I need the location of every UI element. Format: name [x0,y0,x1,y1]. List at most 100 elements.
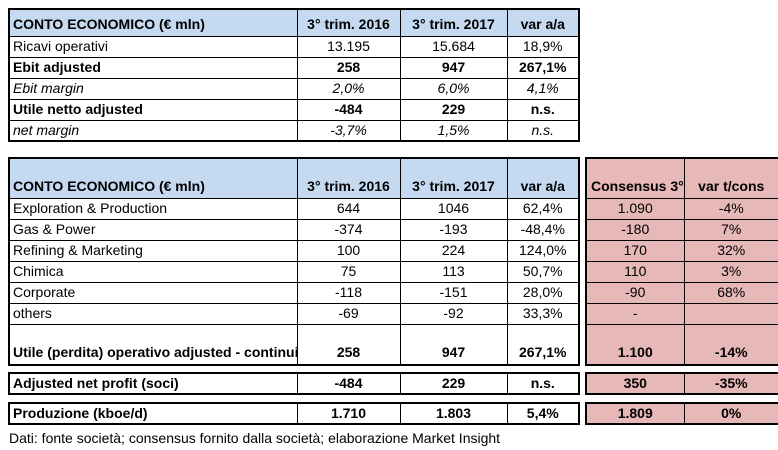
row-label: Ricavi operativi [8,35,298,58]
row-label: Produzione (kboe/d) [8,402,298,425]
table1-row-net-margin: net margin -3,7% 1,5% n.s. [8,119,580,142]
row-label: others [8,302,298,325]
table2-row-corporate: Corporate -118 -151 28,0% [8,281,580,304]
row-label: Chimica [8,260,298,283]
cell-var-yoy: 18,9% [506,35,580,58]
cell-var-yoy: 50,7% [506,260,580,283]
consensus-row-chimica: 110 3% [585,260,778,283]
cell-q3-2016: 644 [296,197,401,220]
cell-consensus: 1.809 [585,402,685,425]
consensus-row-gas-power: -180 7% [585,218,778,241]
cell-var-vs-consensus: 68% [683,281,778,304]
cell-consensus: 1.090 [585,197,685,220]
cell-q3-2016: -484 [296,372,401,395]
cell-var-vs-consensus: -14% [683,323,778,366]
consensus-row-adjusted-net-profit: 350 -35% [585,372,778,395]
cell-q3-2017: -151 [399,281,508,304]
cell-var-vs-consensus: 7% [683,218,778,241]
cell-var-yoy: n.s. [506,98,580,121]
cell-var-vs-consensus: 32% [683,239,778,262]
consensus-row-utile-operativo: 1.100 -14% [585,323,778,366]
consensus-row-corporate: -90 68% [585,281,778,304]
cell-var-yoy: 124,0% [506,239,580,262]
table1-col-var-yoy: var a/a [506,8,580,37]
cell-var-vs-consensus: -35% [683,372,778,395]
table2-row-others: others -69 -92 33,3% [8,302,580,325]
cell-var-yoy: 4,1% [506,77,580,100]
cell-q3-2017: -193 [399,218,508,241]
source-note: Dati: fonte società; consensus fornito d… [9,430,501,446]
col-consensus-q3-2017: Consensus 3° trim. 2017 [585,157,685,199]
cell-var-yoy: 33,3% [506,302,580,325]
row-label: Ebit margin [8,77,298,100]
cell-var-yoy: -48,4% [506,218,580,241]
consensus-row-others: - [585,302,778,325]
consensus-row-produzione: 1.809 0% [585,402,778,425]
cell-q3-2016: 258 [296,56,401,79]
consensus-header-row: Consensus 3° trim. 2017 var t/cons [585,157,778,199]
net-profit-consensus-table: 350 -35% [585,372,778,395]
table1-header-row: CONTO ECONOMICO (€ mln) 3° trim. 2016 3°… [8,8,580,37]
row-label: Ebit adjusted [8,56,298,79]
cell-q3-2017: 1.803 [399,402,508,425]
table2-title: CONTO ECONOMICO (€ mln) [8,157,298,199]
cell-q3-2017: -92 [399,302,508,325]
cell-var-yoy: 5,4% [506,402,580,425]
row-label: Utile netto adjusted [8,98,298,121]
consensus-row-refining-marketing: 170 32% [585,239,778,262]
table1-col-q3-2016: 3° trim. 2016 [296,8,401,37]
row-label: Exploration & Production [8,197,298,220]
cell-q3-2017: 1046 [399,197,508,220]
cell-q3-2016: -69 [296,302,401,325]
segments-consensus-table: Consensus 3° trim. 2017 var t/cons 1.090… [585,157,778,366]
cell-q3-2017: 224 [399,239,508,262]
cell-q3-2017: 113 [399,260,508,283]
cell-q3-2017: 15.684 [399,35,508,58]
cell-q3-2016: 13.195 [296,35,401,58]
cell-var-yoy: 62,4% [506,197,580,220]
production-table: Produzione (kboe/d) 1.710 1.803 5,4% [8,402,580,425]
cell-q3-2016: 1.710 [296,402,401,425]
cell-var-yoy: 267,1% [506,56,580,79]
net-profit-table: Adjusted net profit (soci) -484 229 n.s. [8,372,580,395]
row-label: net margin [8,119,298,142]
segments-section: CONTO ECONOMICO (€ mln) 3° trim. 2016 3°… [8,157,778,366]
cell-q3-2017: 947 [399,56,508,79]
row-label: Gas & Power [8,218,298,241]
cell-var-vs-consensus [683,302,778,325]
table1-row-utile-netto: Utile netto adjusted -484 229 n.s. [8,98,580,121]
cell-var-yoy: 28,0% [506,281,580,304]
table1-row-ricavi: Ricavi operativi 13.195 15.684 18,9% [8,35,580,58]
cell-q3-2016: -374 [296,218,401,241]
row-label: Refining & Marketing [8,239,298,262]
cell-var-vs-consensus: 0% [683,402,778,425]
cell-q3-2017: 1,5% [399,119,508,142]
table1-col-q3-2017: 3° trim. 2017 [399,8,508,37]
cell-q3-2016: -118 [296,281,401,304]
table2-row-chimica: Chimica 75 113 50,7% [8,260,580,283]
production-consensus-table: 1.809 0% [585,402,778,425]
cell-consensus: - [585,302,685,325]
production-section: Produzione (kboe/d) 1.710 1.803 5,4% 1.8… [8,402,778,425]
cell-var-yoy: 267,1% [506,323,580,366]
cell-var-vs-consensus: -4% [683,197,778,220]
net-profit-section: Adjusted net profit (soci) -484 229 n.s.… [8,372,778,395]
cell-q3-2016: 75 [296,260,401,283]
cell-q3-2016: 258 [296,323,401,366]
cell-consensus: 110 [585,260,685,283]
cell-consensus: 170 [585,239,685,262]
cell-q3-2016: 2,0% [296,77,401,100]
cell-consensus: -180 [585,218,685,241]
cell-q3-2016: 100 [296,239,401,262]
income-statement-summary-table: CONTO ECONOMICO (€ mln) 3° trim. 2016 3°… [8,8,580,142]
cell-var-yoy: n.s. [506,119,580,142]
cell-q3-2017: 229 [399,98,508,121]
table4-row-produzione: Produzione (kboe/d) 1.710 1.803 5,4% [8,402,580,425]
cell-var-yoy: n.s. [506,372,580,395]
cell-q3-2017: 947 [399,323,508,366]
table2-col-var-yoy: var a/a [506,157,580,199]
table2-row-gas-power: Gas & Power -374 -193 -48,4% [8,218,580,241]
cell-consensus: -90 [585,281,685,304]
table2-row-refining-marketing: Refining & Marketing 100 224 124,0% [8,239,580,262]
